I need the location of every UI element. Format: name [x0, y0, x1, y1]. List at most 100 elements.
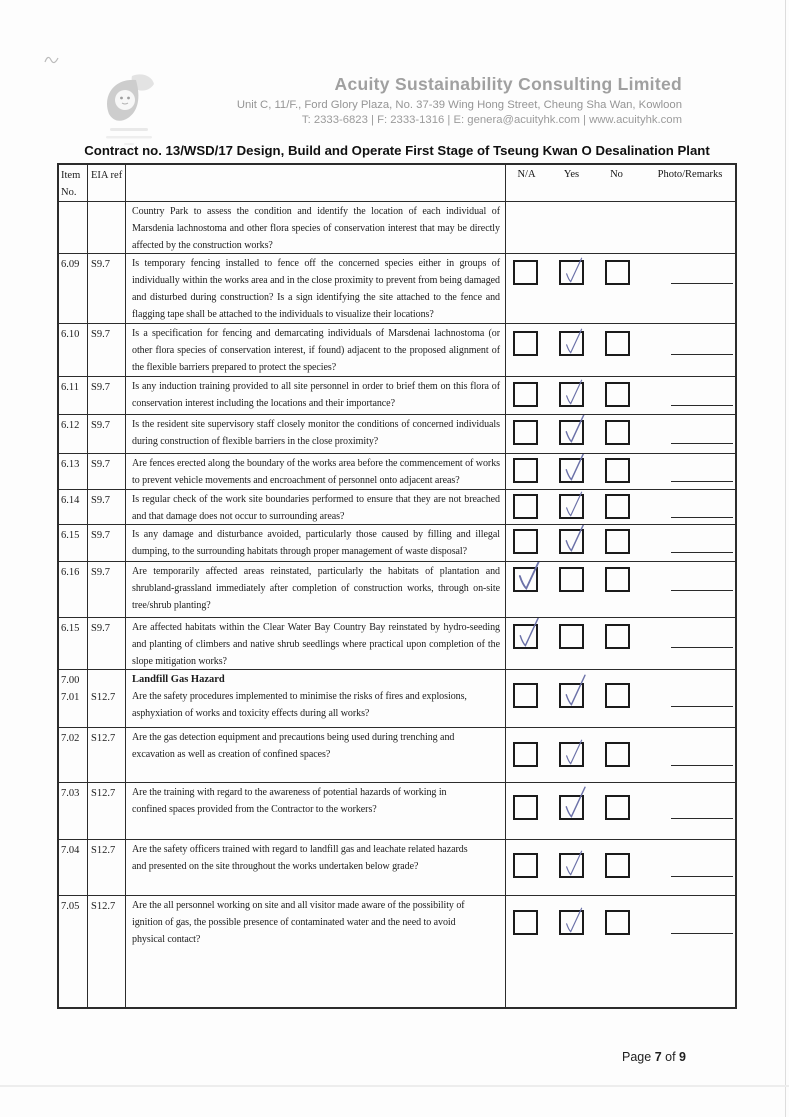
table-row: 6.09 S9.7 Is temporary fencing installed…: [59, 254, 735, 324]
question-text: Is the resident site supervisory staff c…: [132, 419, 500, 447]
col-header-photo-remarks: Photo/Remarks: [657, 169, 723, 180]
acuity-leaf-logo-icon: [106, 74, 154, 145]
col-header-item-no: Item No.: [59, 165, 88, 201]
answer-cell: [506, 377, 735, 414]
letterhead: Acuity Sustainability Consulting Limited…: [0, 74, 682, 126]
item-no-cell: 7.03: [59, 783, 88, 839]
item-no-cell: 6.13: [59, 454, 88, 489]
table-row: 6.10 S9.7 Is a specification for fencing…: [59, 324, 735, 377]
eia-ref-cell: [88, 202, 126, 253]
company-name: Acuity Sustainability Consulting Limited: [334, 74, 682, 94]
question-cell: Country Park to assess the condition and…: [126, 202, 506, 253]
question-cell: Is any damage and disturbance avoided, p…: [126, 525, 506, 561]
page-total: 9: [679, 1050, 686, 1064]
na-checkbox: [513, 683, 538, 708]
question-cell: Are the training with regard to the awar…: [126, 783, 506, 839]
question-cell: Is a specification for fencing and demar…: [126, 324, 506, 376]
col-header-eia-ref: EIA ref: [88, 165, 126, 201]
answer-cell: [506, 896, 735, 1007]
na-checkbox: [513, 420, 538, 445]
question-text: Country Park to assess the condition and…: [132, 206, 500, 251]
item-no-cell: 7.00 7.01: [59, 670, 88, 727]
na-checkbox: [513, 494, 538, 519]
photo-remarks-line: [671, 647, 733, 648]
table-row: 6.12 S9.7 Is the resident site superviso…: [59, 415, 735, 454]
table-row: 6.16 S9.7 Are temporarily affected areas…: [59, 562, 735, 618]
eia-ref-cell: S9.7: [88, 377, 126, 414]
item-no-cell: 6.15: [59, 618, 88, 669]
no-checkbox: [605, 910, 630, 935]
yes-checkbox: [559, 907, 584, 935]
col-header-question: [126, 165, 506, 201]
question-text: Are the all personnel working on site an…: [132, 900, 465, 945]
yes-checkbox: [559, 624, 584, 649]
na-checkbox: [513, 742, 538, 767]
handwritten-tick-icon: [566, 739, 583, 765]
checkbox-strip: [513, 415, 735, 445]
checkbox-strip: [513, 257, 735, 285]
eia-ref-cell: S9.7: [88, 454, 126, 489]
yes-checkbox: [559, 379, 584, 407]
handwritten-tick-icon: [565, 674, 586, 706]
yes-checkbox: [559, 786, 586, 820]
no-checkbox: [605, 853, 630, 878]
yes-checkbox: [559, 525, 585, 554]
yes-checkbox: [559, 739, 584, 767]
yes-checkbox: [559, 415, 585, 445]
na-checkbox: [513, 529, 538, 554]
eia-ref-cell: S9.7: [88, 415, 126, 453]
photo-remarks-line: [671, 517, 733, 518]
company-address: Unit C, 11/F., Ford Glory Plaza, No. 37-…: [236, 99, 682, 111]
no-checkbox: [605, 382, 630, 407]
question-text: Are the training with regard to the awar…: [132, 787, 447, 815]
question-text: Are the gas detection equipment and prec…: [132, 732, 455, 760]
answer-cell: [506, 562, 735, 617]
checkbox-strip: [513, 907, 735, 935]
checkbox-strip: [513, 454, 735, 483]
item-no-cell: 7.02: [59, 728, 88, 782]
question-cell: Is the resident site supervisory staff c…: [126, 415, 506, 453]
checkbox-strip: [513, 618, 735, 649]
eia-ref-cell: S12.7: [88, 896, 126, 1007]
eia-ref-cell: S12.7: [88, 670, 126, 727]
table-row: 6.15 S9.7 Are affected habitats within t…: [59, 618, 735, 670]
table-row: Country Park to assess the condition and…: [59, 202, 735, 254]
item-no-cell: 6.10: [59, 324, 88, 376]
question-cell: Landfill Gas Hazard Are the safety proce…: [126, 670, 506, 727]
yes-checkbox: [559, 454, 585, 483]
yes-checkbox: [559, 257, 584, 285]
col-header-answers: N/A Yes No Photo/Remarks: [506, 165, 735, 201]
page-label: Page: [622, 1050, 652, 1064]
contract-title: Contract no. 13/WSD/17 Design, Build and…: [84, 143, 710, 158]
no-checkbox: [605, 624, 630, 649]
answer-cell: [506, 454, 735, 489]
item-no-cell: 7.04: [59, 840, 88, 895]
table-row: 7.03 S12.7 Are the training with regard …: [59, 783, 735, 840]
question-cell: Are temporarily affected areas reinstate…: [126, 562, 506, 617]
checkbox-strip: [513, 328, 735, 356]
photo-remarks-line: [671, 706, 733, 707]
item-no-cell: 6.16: [59, 562, 88, 617]
photo-remarks-line: [671, 876, 733, 877]
question-cell: Is temporary fencing installed to fence …: [126, 254, 506, 323]
no-checkbox: [605, 260, 630, 285]
checkbox-strip: [513, 850, 735, 878]
table-row: 6.15 S9.7 Is any damage and disturbance …: [59, 525, 735, 562]
eia-ref-cell: S9.7: [88, 562, 126, 617]
na-checkbox: [513, 382, 538, 407]
pen-mark: [44, 56, 59, 64]
question-cell: Is regular check of the work site bounda…: [126, 490, 506, 524]
col-header-na: N/A: [517, 169, 536, 180]
item-no-cell: 6.14: [59, 490, 88, 524]
checkbox-strip: [513, 491, 735, 519]
na-checkbox: [513, 562, 540, 592]
page-number: Page 7 of 9: [622, 1050, 686, 1064]
photo-remarks-line: [671, 283, 733, 284]
question-cell: Are the all personnel working on site an…: [126, 896, 506, 1007]
photo-remarks-line: [671, 354, 733, 355]
answer-cell: [506, 728, 735, 782]
answer-cell: [506, 202, 735, 253]
no-checkbox: [605, 795, 630, 820]
no-checkbox: [605, 494, 630, 519]
